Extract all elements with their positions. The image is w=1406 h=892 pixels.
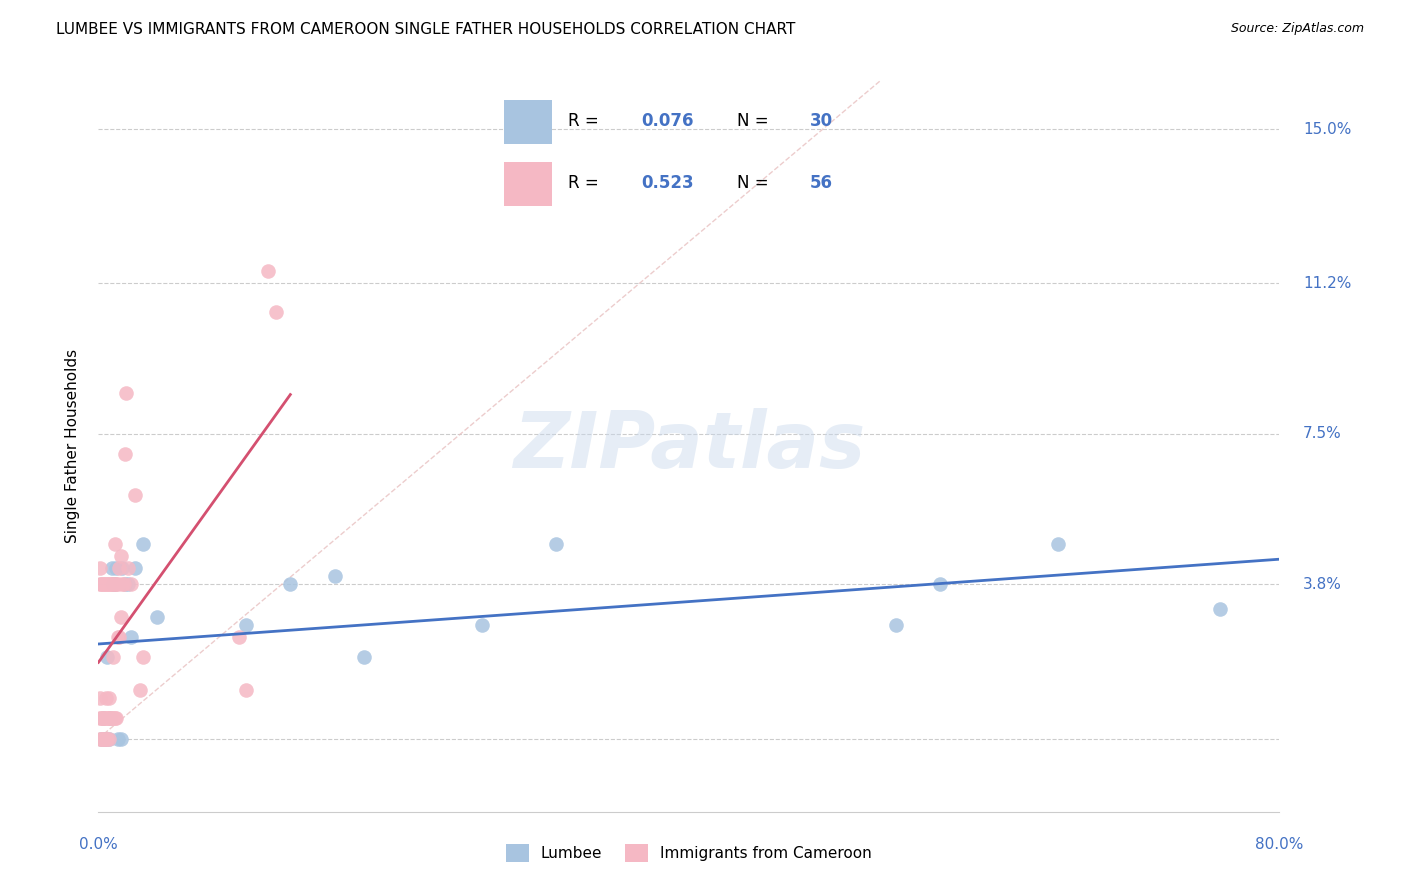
Point xyxy=(93,711,115,725)
Point xyxy=(104,711,127,725)
Point xyxy=(323,569,346,583)
Point xyxy=(120,577,142,591)
Point xyxy=(91,731,114,746)
Point xyxy=(111,561,134,575)
Point xyxy=(107,731,129,746)
Point xyxy=(353,650,375,665)
Point xyxy=(90,731,112,746)
Point xyxy=(105,577,128,591)
Point xyxy=(115,386,138,401)
Point xyxy=(100,561,122,575)
Point xyxy=(112,577,135,591)
Point xyxy=(94,731,117,746)
Point xyxy=(264,305,287,319)
Point xyxy=(884,617,907,632)
Point xyxy=(117,577,139,591)
Point xyxy=(1046,536,1070,550)
Point xyxy=(91,577,114,591)
Text: 15.0%: 15.0% xyxy=(1303,121,1351,136)
Point xyxy=(98,577,121,591)
Point xyxy=(91,711,114,725)
Point xyxy=(89,690,111,705)
Point xyxy=(108,561,131,575)
Text: ZIPatlas: ZIPatlas xyxy=(513,408,865,484)
Point xyxy=(105,561,128,575)
Point xyxy=(111,577,134,591)
Point xyxy=(124,561,146,575)
Point xyxy=(107,630,129,644)
Point xyxy=(1209,601,1232,615)
Point xyxy=(94,731,117,746)
Point xyxy=(89,711,111,725)
Point xyxy=(105,711,128,725)
Point xyxy=(96,650,118,665)
Text: 0.0%: 0.0% xyxy=(79,837,118,852)
Point xyxy=(132,536,155,550)
Point xyxy=(90,577,112,591)
Point xyxy=(124,488,146,502)
Point xyxy=(110,549,132,563)
Text: Source: ZipAtlas.com: Source: ZipAtlas.com xyxy=(1230,22,1364,36)
Legend: Lumbee, Immigrants from Cameroon: Lumbee, Immigrants from Cameroon xyxy=(498,836,880,870)
Point xyxy=(103,650,125,665)
Point xyxy=(104,577,127,591)
Point xyxy=(90,711,112,725)
Point xyxy=(110,609,132,624)
Point xyxy=(89,577,111,591)
Point xyxy=(100,711,122,725)
Text: 3.8%: 3.8% xyxy=(1303,576,1341,591)
Point xyxy=(98,711,121,725)
Point xyxy=(235,617,257,632)
Point xyxy=(228,630,250,644)
Point xyxy=(93,731,115,746)
Point xyxy=(93,577,115,591)
Point xyxy=(98,711,121,725)
Point xyxy=(94,711,117,725)
Text: 7.5%: 7.5% xyxy=(1303,426,1341,442)
Point xyxy=(257,264,280,278)
Point xyxy=(90,731,112,746)
Point xyxy=(235,682,257,697)
Point xyxy=(97,577,120,591)
Point xyxy=(471,617,494,632)
Point xyxy=(929,577,952,591)
Point xyxy=(91,711,114,725)
Point xyxy=(146,609,169,624)
Y-axis label: Single Father Households: Single Father Households xyxy=(65,349,80,543)
Point xyxy=(104,577,127,591)
Point xyxy=(120,630,142,644)
Point xyxy=(103,711,125,725)
Point xyxy=(97,731,120,746)
Text: 80.0%: 80.0% xyxy=(1256,837,1303,852)
Point xyxy=(108,630,131,644)
Point xyxy=(107,577,129,591)
Point xyxy=(114,447,136,461)
Point xyxy=(110,731,132,746)
Point xyxy=(128,682,150,697)
Point xyxy=(93,731,115,746)
Point xyxy=(96,577,118,591)
Point xyxy=(104,536,127,550)
Point xyxy=(546,536,568,550)
Point xyxy=(89,561,111,575)
Point xyxy=(117,561,139,575)
Point xyxy=(103,577,125,591)
Point xyxy=(97,731,120,746)
Text: 11.2%: 11.2% xyxy=(1303,276,1351,291)
Point xyxy=(94,690,117,705)
Point xyxy=(96,711,118,725)
Point xyxy=(97,711,120,725)
Text: LUMBEE VS IMMIGRANTS FROM CAMEROON SINGLE FATHER HOUSEHOLDS CORRELATION CHART: LUMBEE VS IMMIGRANTS FROM CAMEROON SINGL… xyxy=(56,22,796,37)
Point xyxy=(114,577,136,591)
Point xyxy=(100,577,122,591)
Point xyxy=(280,577,302,591)
Point xyxy=(89,731,111,746)
Point xyxy=(103,577,125,591)
Point xyxy=(96,731,118,746)
Point xyxy=(94,577,117,591)
Point xyxy=(97,690,120,705)
Point xyxy=(132,650,155,665)
